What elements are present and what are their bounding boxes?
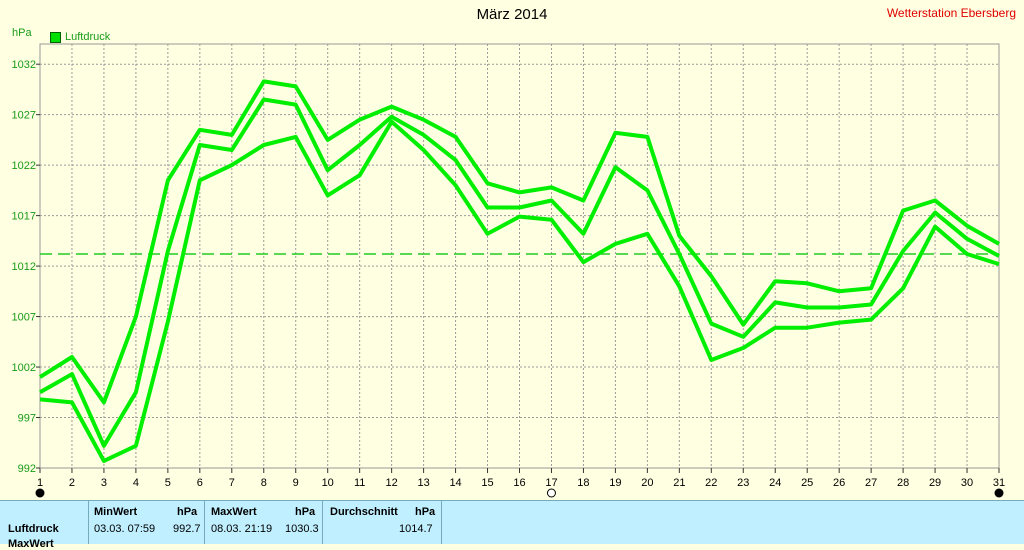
legend-label: Luftdruck [65, 31, 111, 43]
y-axis-unit: hPa [12, 27, 32, 39]
stats-min-column: MinWert hPa 03.03. 07:59 992.7 [89, 501, 205, 544]
x-tick-label: 28 [897, 477, 909, 489]
y-tick-label: 1032 [12, 59, 36, 71]
stats-avg-column: Durchschnitt hPa 1014.7 [323, 501, 442, 544]
x-tick-label: 4 [133, 477, 139, 489]
x-tick-label: 17 [545, 477, 557, 489]
y-tick-label: 1002 [12, 362, 36, 374]
x-tick-label: 27 [865, 477, 877, 489]
y-tick-label: 1012 [12, 261, 36, 273]
y-tick-label: 1007 [12, 312, 36, 324]
max-unit: hPa [295, 506, 316, 518]
min-unit: hPa [177, 506, 198, 518]
chart-title: März 2014 [476, 6, 548, 23]
y-tick-label: 992 [18, 463, 36, 475]
x-tick-label: 16 [513, 477, 525, 489]
x-tick-label: 24 [769, 477, 781, 489]
x-tick-label: 2 [69, 477, 75, 489]
stats-row-label: Luftdruck [8, 523, 59, 535]
y-tick-label: 1017 [12, 211, 36, 223]
x-tick-label: 13 [417, 477, 429, 489]
min-value: 992.7 [173, 523, 201, 535]
x-tick-label: 23 [737, 477, 749, 489]
end-marker [994, 488, 1004, 498]
station-name: Wetterstation Ebersberg [886, 6, 1016, 20]
x-tick-label: 11 [354, 477, 365, 489]
x-tick-label: 14 [449, 477, 461, 489]
legend-swatch [50, 31, 61, 43]
y-tick-label: 1027 [12, 110, 36, 122]
avg-value: 1014.7 [399, 523, 433, 535]
x-tick-label: 6 [197, 477, 203, 489]
statistics-panel: Luftdruck MaxWert MinWert hPa 03.03. 07:… [0, 500, 1024, 550]
stats-max-column: MaxWert hPa 08.03. 21:19 1030.3 [205, 501, 323, 544]
min-header: MinWert [94, 506, 138, 518]
y-tick-label: 997 [18, 413, 36, 425]
x-tick-label: 9 [293, 477, 299, 489]
series-line [39, 119, 1000, 463]
x-tick-label: 3 [101, 477, 107, 489]
x-tick-label: 5 [165, 477, 171, 489]
x-tick-label: 7 [229, 477, 235, 489]
stats-row-label-2: MaxWert [8, 538, 54, 550]
series-line [39, 97, 1000, 448]
y-tick-label: 1022 [12, 160, 36, 172]
x-tick-label: 19 [609, 477, 621, 489]
legend[interactable]: Luftdruck [50, 31, 110, 43]
max-header: MaxWert [211, 506, 257, 518]
x-tick-label: 1 [37, 477, 43, 489]
x-tick-label: 26 [833, 477, 845, 489]
x-tick-label: 18 [577, 477, 589, 489]
x-tick-label: 22 [705, 477, 717, 489]
pressure-chart: 1 2 3 4 5 6 7 8 9 10 11 12 13 14 15 16 17 18 19 20 21 22 23 24 2… [12, 43, 1005, 498]
mid-marker [546, 488, 556, 498]
x-tick-label: 31 [993, 477, 1005, 489]
avg-unit: hPa [415, 506, 436, 518]
x-tick-label: 15 [481, 477, 493, 489]
x-tick-label: 8 [261, 477, 267, 489]
x-tick-label: 10 [322, 477, 334, 489]
start-marker [35, 488, 45, 498]
avg-header: Durchschnitt [330, 506, 398, 518]
max-value: 1030.3 [285, 523, 319, 535]
min-time: 03.03. 07:59 [94, 523, 156, 535]
max-time: 08.03. 21:19 [211, 523, 273, 535]
x-tick-label: 25 [801, 477, 813, 489]
series-line [38, 79, 1000, 405]
x-tick-label: 21 [673, 477, 685, 489]
stats-label-column: Luftdruck MaxWert [0, 501, 89, 550]
x-tick-label: 20 [641, 477, 653, 489]
x-tick-label: 12 [386, 477, 398, 489]
x-tick-label: 30 [961, 477, 973, 489]
x-tick-label: 29 [929, 477, 941, 489]
